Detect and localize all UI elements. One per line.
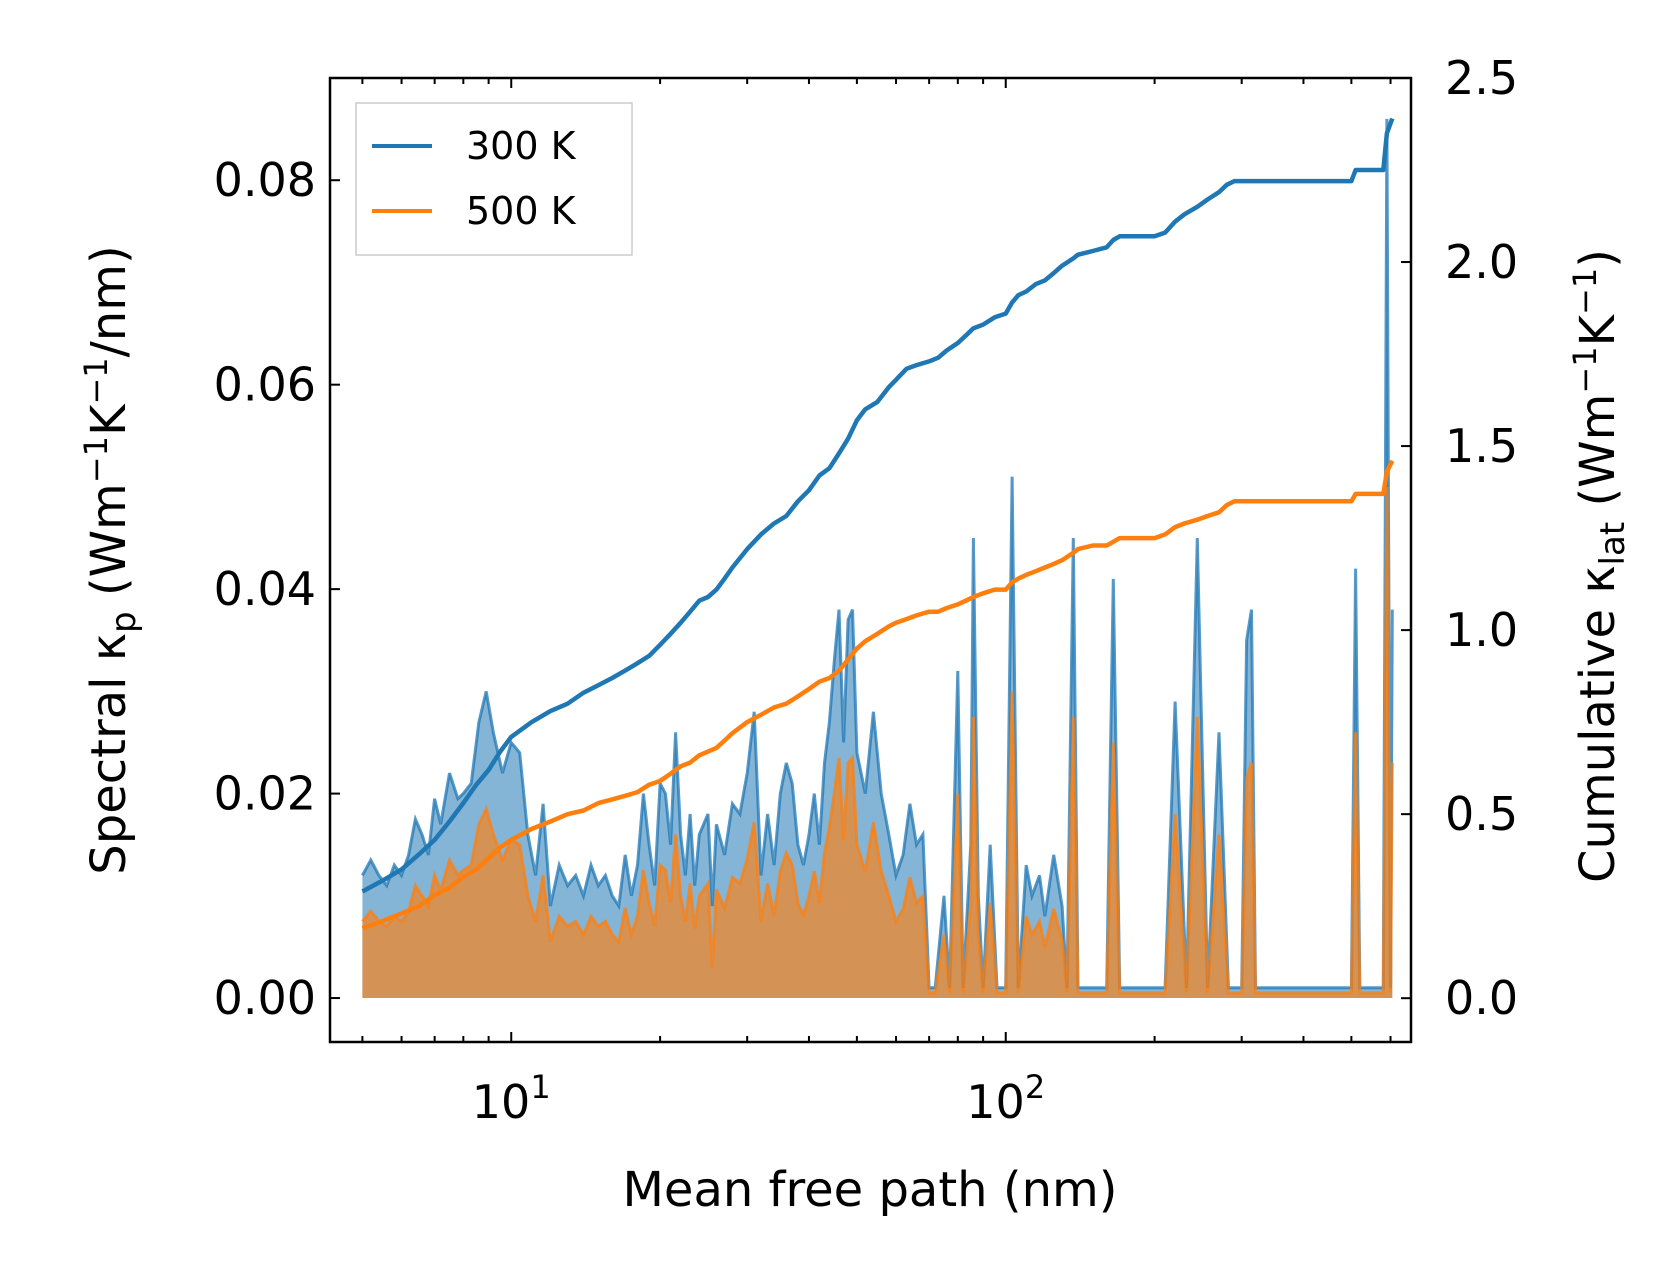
spectral-fills [362, 118, 1393, 998]
cumulative-lines [361, 117, 1395, 931]
y-right-label-sub: lat [1593, 522, 1633, 566]
y-right-tick-label: 0.0 [1445, 971, 1518, 1025]
y-left-axis-label: Spectral κp (Wm−1K−1/nm) [77, 245, 144, 874]
y-right-tick-labels: 0.0 0.5 1.0 1.5 2.0 2.5 [1445, 51, 1518, 1025]
y-left-tick-label: 0.02 [214, 767, 316, 821]
y-right-label-main: Cumulative κ [1570, 565, 1626, 883]
legend: 300 K 500 K [355, 102, 633, 256]
y-left-tick-label: 0.06 [214, 358, 316, 412]
y-left-label-main: Spectral κ [81, 633, 137, 875]
x-tick-label: 102 [966, 1068, 1045, 1129]
spectral-line-500k [361, 486, 1394, 995]
y-right-axis-label: Cumulative κlat (Wm−1K−1) [1566, 249, 1633, 883]
y-left-tick-label: 0.04 [214, 562, 316, 616]
y-left-tick-labels: 0.00 0.02 0.04 0.06 0.08 [214, 153, 316, 1025]
y-left-label-units: (Wm [81, 483, 137, 611]
y-left-label-exp1: −1 [77, 436, 115, 483]
y-left-label-sub: p [104, 611, 144, 633]
legend-box [355, 102, 633, 256]
legend-label-300k: 300 K [466, 124, 577, 168]
y-left-tick-label: 0.08 [214, 153, 316, 207]
y-right-label-units: (Wm [1570, 394, 1626, 522]
y-right-label-exp1: −1 [1566, 346, 1604, 393]
y-left-label-suffix: /nm) [81, 245, 137, 357]
x-tick-exp: 1 [530, 1068, 550, 1106]
y-left-tick-label: 0.00 [214, 971, 316, 1025]
y-left-label-mid: K [81, 403, 137, 436]
y-right-tick-label: 0.5 [1445, 787, 1518, 841]
y-right-label-exp2: −1 [1566, 268, 1604, 315]
y-right-tick-label: 2.5 [1445, 51, 1518, 105]
y-right-label-suffix: ) [1570, 249, 1626, 268]
x-tick-base: 10 [966, 1075, 1025, 1129]
y-left-label-exp2: −1 [77, 357, 115, 404]
x-tick-exp: 2 [1025, 1068, 1045, 1106]
cumulative-line-500k [361, 459, 1395, 931]
spectral-lines [361, 118, 1394, 995]
y-right-tick-label: 1.0 [1445, 603, 1518, 657]
x-tick-label: 101 [472, 1068, 551, 1129]
plot-frame [328, 76, 1413, 1044]
axis-ticks [330, 77, 1411, 1042]
x-tick-base: 10 [472, 1075, 531, 1129]
x-axis-label: Mean free path (nm) [623, 1162, 1118, 1218]
x-tick-labels: 101 102 [472, 1068, 1045, 1129]
y-right-tick-label: 1.5 [1445, 419, 1518, 473]
spectral-line-300k [361, 118, 1394, 990]
cumulative-line-300k [361, 117, 1395, 894]
spectral-fill-500k [362, 486, 1393, 998]
y-right-label-mid: K [1570, 313, 1626, 346]
legend-label-500k: 500 K [466, 189, 577, 233]
y-right-tick-label: 2.0 [1445, 235, 1518, 289]
